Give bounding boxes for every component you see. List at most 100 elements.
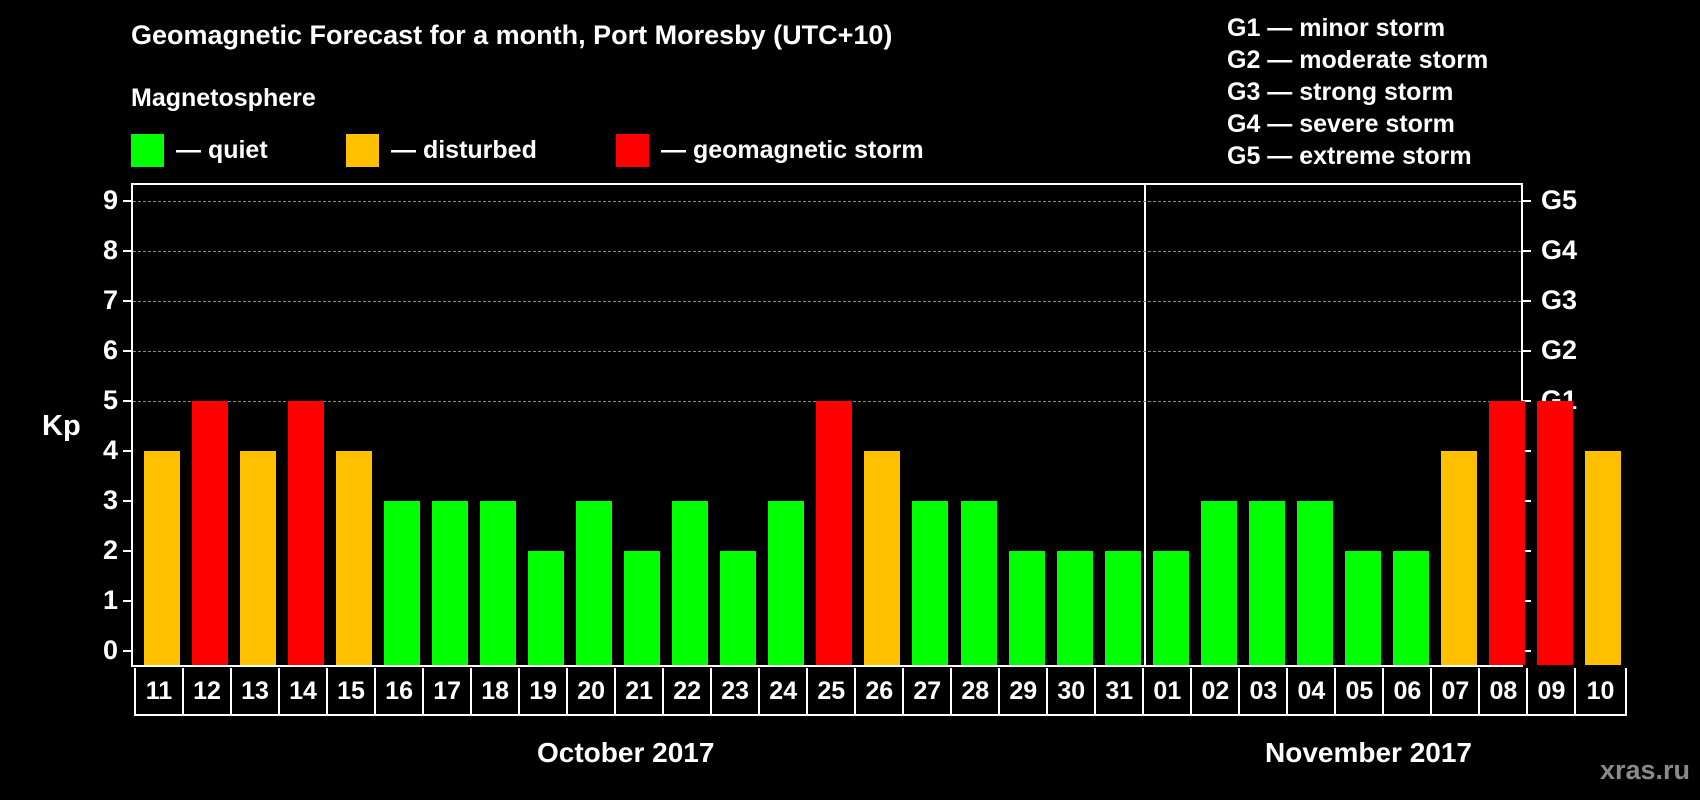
date-cell-05: 05 xyxy=(1336,668,1385,714)
bar-10 xyxy=(1584,451,1621,665)
g5-legend: G5 — extreme storm xyxy=(1227,142,1472,170)
bar-14 xyxy=(288,401,325,665)
y-tick-label: 7 xyxy=(102,285,118,315)
bar-18 xyxy=(480,501,517,665)
bar-15 xyxy=(336,451,373,665)
date-cell-31: 31 xyxy=(1096,668,1145,714)
y-tick-label: 6 xyxy=(102,335,118,365)
plot-area xyxy=(131,183,1621,667)
month-divider xyxy=(1143,185,1146,665)
right-tick xyxy=(1523,350,1531,352)
date-cell-27: 27 xyxy=(904,668,953,714)
g4-legend: G4 — severe storm xyxy=(1227,110,1455,138)
y-tick-label: 8 xyxy=(102,235,118,265)
date-cell-07: 07 xyxy=(1432,668,1481,714)
legend-quiet-label: — quiet xyxy=(176,135,268,164)
month-label-november: November 2017 xyxy=(1265,737,1473,768)
bar-26 xyxy=(864,451,901,665)
y-tick xyxy=(123,200,131,202)
g-tick-label: G4 xyxy=(1541,235,1578,265)
date-cell-02: 02 xyxy=(1192,668,1241,714)
right-tick xyxy=(1523,300,1531,302)
date-cell-12: 12 xyxy=(184,668,233,714)
bar-13 xyxy=(240,451,277,665)
bar-19 xyxy=(528,551,565,665)
bar-17 xyxy=(432,501,469,665)
bar-04 xyxy=(1296,501,1333,665)
y-tick-label: 3 xyxy=(102,485,118,515)
chart-title: Geomagnetic Forecast for a month, Port M… xyxy=(131,20,893,50)
y-tick xyxy=(123,500,131,502)
date-cell-13: 13 xyxy=(232,668,281,714)
y-axis-label: Kp xyxy=(42,410,81,442)
y-tick xyxy=(123,250,131,252)
gridline xyxy=(133,301,1521,302)
right-tick xyxy=(1523,200,1531,202)
right-tick xyxy=(1523,400,1531,402)
date-cell-20: 20 xyxy=(568,668,617,714)
date-cell-17: 17 xyxy=(424,668,473,714)
date-row: 11 12 13 14 15 16 17 18 19 20 21 22 23 24 25 26 27 28 29 30… xyxy=(134,668,1627,716)
disturbed-swatch-icon xyxy=(346,133,379,167)
bar-29 xyxy=(1008,551,1045,665)
g2-legend: G2 — moderate storm xyxy=(1227,46,1489,74)
date-cell-26: 26 xyxy=(856,668,905,714)
right-tick xyxy=(1523,500,1531,502)
g-scale-legend: G1 — minor storm G2 — moderate storm G3 … xyxy=(1227,12,1488,172)
date-cell-29: 29 xyxy=(1000,668,1049,714)
legend-disturbed: — disturbed xyxy=(346,133,537,167)
legend-disturbed-label: — disturbed xyxy=(391,135,537,164)
date-cell-21: 21 xyxy=(616,668,665,714)
y-tick xyxy=(123,550,131,552)
right-tick xyxy=(1523,550,1531,552)
g-tick-label: G5 xyxy=(1541,185,1578,215)
legend-quiet: — quiet xyxy=(131,133,268,167)
right-tick xyxy=(1523,250,1531,252)
g1-legend: G1 — minor storm xyxy=(1227,14,1446,42)
bar-28 xyxy=(960,501,997,665)
bar-21 xyxy=(624,551,661,665)
bar-09 xyxy=(1536,401,1573,665)
bar-02 xyxy=(1200,501,1237,665)
bar-22 xyxy=(672,501,709,665)
storm-swatch-icon xyxy=(616,133,649,167)
date-cell-14: 14 xyxy=(280,668,329,714)
y-tick xyxy=(123,650,131,652)
bar-06 xyxy=(1392,551,1429,665)
date-cell-25: 25 xyxy=(808,668,857,714)
y-tick xyxy=(123,600,131,602)
bar-20 xyxy=(576,501,613,665)
right-tick xyxy=(1523,650,1531,652)
y-tick xyxy=(123,350,131,352)
bar-24 xyxy=(768,501,805,665)
month-label-october: October 2017 xyxy=(537,737,715,768)
bar-11 xyxy=(144,451,180,665)
bar-07 xyxy=(1440,451,1477,665)
date-cell-23: 23 xyxy=(712,668,761,714)
legend-title: Magnetosphere xyxy=(131,84,316,112)
watermark: xras.ru xyxy=(1599,755,1690,785)
y-tick-label: 1 xyxy=(102,585,118,615)
date-cell-11: 11 xyxy=(136,668,185,714)
g3-legend: G3 — strong storm xyxy=(1227,78,1454,106)
bar-27 xyxy=(912,501,949,665)
date-cell-28: 28 xyxy=(952,668,1001,714)
bar-23 xyxy=(720,551,757,665)
g-tick-label: G2 xyxy=(1541,335,1578,365)
g-tick-label: G3 xyxy=(1541,285,1578,315)
bar-05 xyxy=(1344,551,1381,665)
date-cell-15: 15 xyxy=(328,668,377,714)
date-cell-04: 04 xyxy=(1288,668,1337,714)
date-cell-08: 08 xyxy=(1480,668,1529,714)
bar-16 xyxy=(384,501,421,665)
bar-08 xyxy=(1488,401,1525,665)
gridline xyxy=(133,351,1521,352)
y-tick-label: 4 xyxy=(102,435,118,465)
date-cell-09: 09 xyxy=(1528,668,1577,714)
date-cell-18: 18 xyxy=(472,668,521,714)
y-tick-label: 0 xyxy=(102,635,118,665)
quiet-swatch-icon xyxy=(131,133,164,167)
y-tick-label: 9 xyxy=(102,185,118,215)
right-tick xyxy=(1523,450,1531,452)
date-cell-06: 06 xyxy=(1384,668,1433,714)
